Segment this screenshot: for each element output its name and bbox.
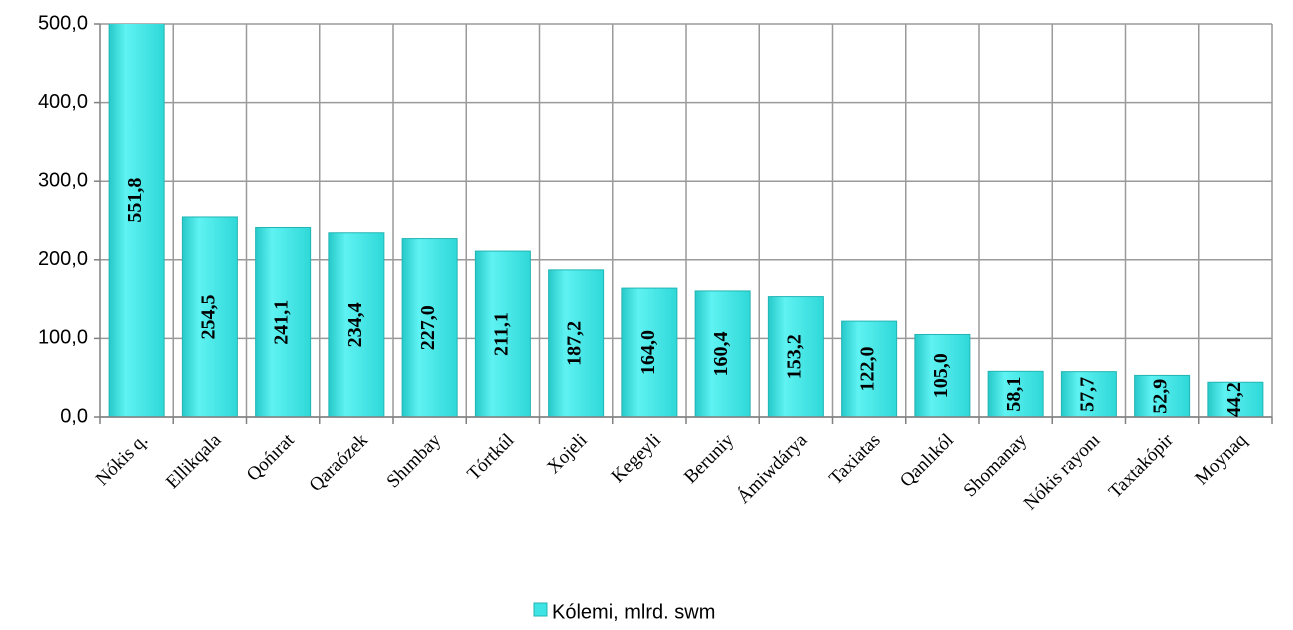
bar [694, 290, 751, 418]
value-label: 241,1 [271, 300, 293, 345]
value-label: 211,1 [490, 312, 512, 356]
value-label: 254,5 [197, 294, 219, 339]
bar [914, 333, 971, 418]
bar [767, 296, 824, 418]
value-label: 44,2 [1223, 382, 1245, 417]
x-tick-label: Qanlıkól [896, 430, 958, 492]
x-tick-label: Tórtkúl [463, 430, 518, 485]
y-tick-label: 300,0 [38, 169, 88, 191]
x-tick-label: Kegeyli [608, 430, 665, 487]
value-label: 52,9 [1150, 379, 1172, 414]
x-tick-label: Qońırat [243, 429, 299, 485]
value-label: 187,2 [564, 321, 586, 366]
x-tick-label: Qaraózek [306, 429, 373, 496]
value-label: 57,7 [1076, 377, 1098, 412]
bar [1207, 381, 1264, 418]
x-tick-label: Shımbay [383, 429, 446, 492]
value-label: 234,4 [344, 302, 366, 347]
x-tick-label: Taxiatas [825, 430, 884, 489]
x-tick-label: Taxtakópir [1105, 429, 1178, 502]
bar [1060, 371, 1117, 418]
bar [474, 250, 531, 418]
x-tick-label: Ellikqala [162, 429, 226, 493]
x-tick-label: Moynaq [1191, 429, 1251, 489]
x-tick-label: Shomanay [960, 429, 1032, 501]
y-tick-label: 400,0 [38, 91, 88, 113]
bars [108, 24, 1264, 418]
bar [841, 320, 898, 418]
x-tick-label: Nókis rayonı [1020, 430, 1105, 515]
value-label: 153,2 [783, 334, 805, 379]
bar [108, 24, 165, 418]
y-tick-label: 100,0 [38, 327, 88, 349]
x-tick-label: Ámiwdárya [732, 429, 811, 508]
y-tick-label: 500,0 [38, 12, 88, 34]
x-tick-label: Xojeli [543, 430, 591, 478]
bar [401, 238, 458, 418]
value-label: 58,1 [1003, 377, 1025, 412]
y-tick-label: 0,0 [60, 405, 88, 427]
x-tick-label: Beruniy [680, 429, 738, 487]
value-label: 164,0 [637, 330, 659, 375]
bar [1134, 374, 1191, 418]
value-label: 551,8 [124, 178, 146, 223]
value-label: 122,0 [857, 347, 879, 392]
value-label: 160,4 [710, 331, 732, 376]
value-label: 105,0 [930, 353, 952, 398]
legend-swatch [533, 602, 548, 617]
bar [548, 269, 605, 418]
value-label: 227,0 [417, 305, 439, 350]
legend-label: Kólemi, mlrd. swm [552, 601, 715, 623]
x-tick-label: Nókis q. [92, 430, 152, 490]
y-tick-label: 200,0 [38, 248, 88, 270]
bar [987, 370, 1044, 418]
bar [255, 226, 312, 418]
bar [621, 287, 678, 418]
grid [100, 23, 1273, 418]
